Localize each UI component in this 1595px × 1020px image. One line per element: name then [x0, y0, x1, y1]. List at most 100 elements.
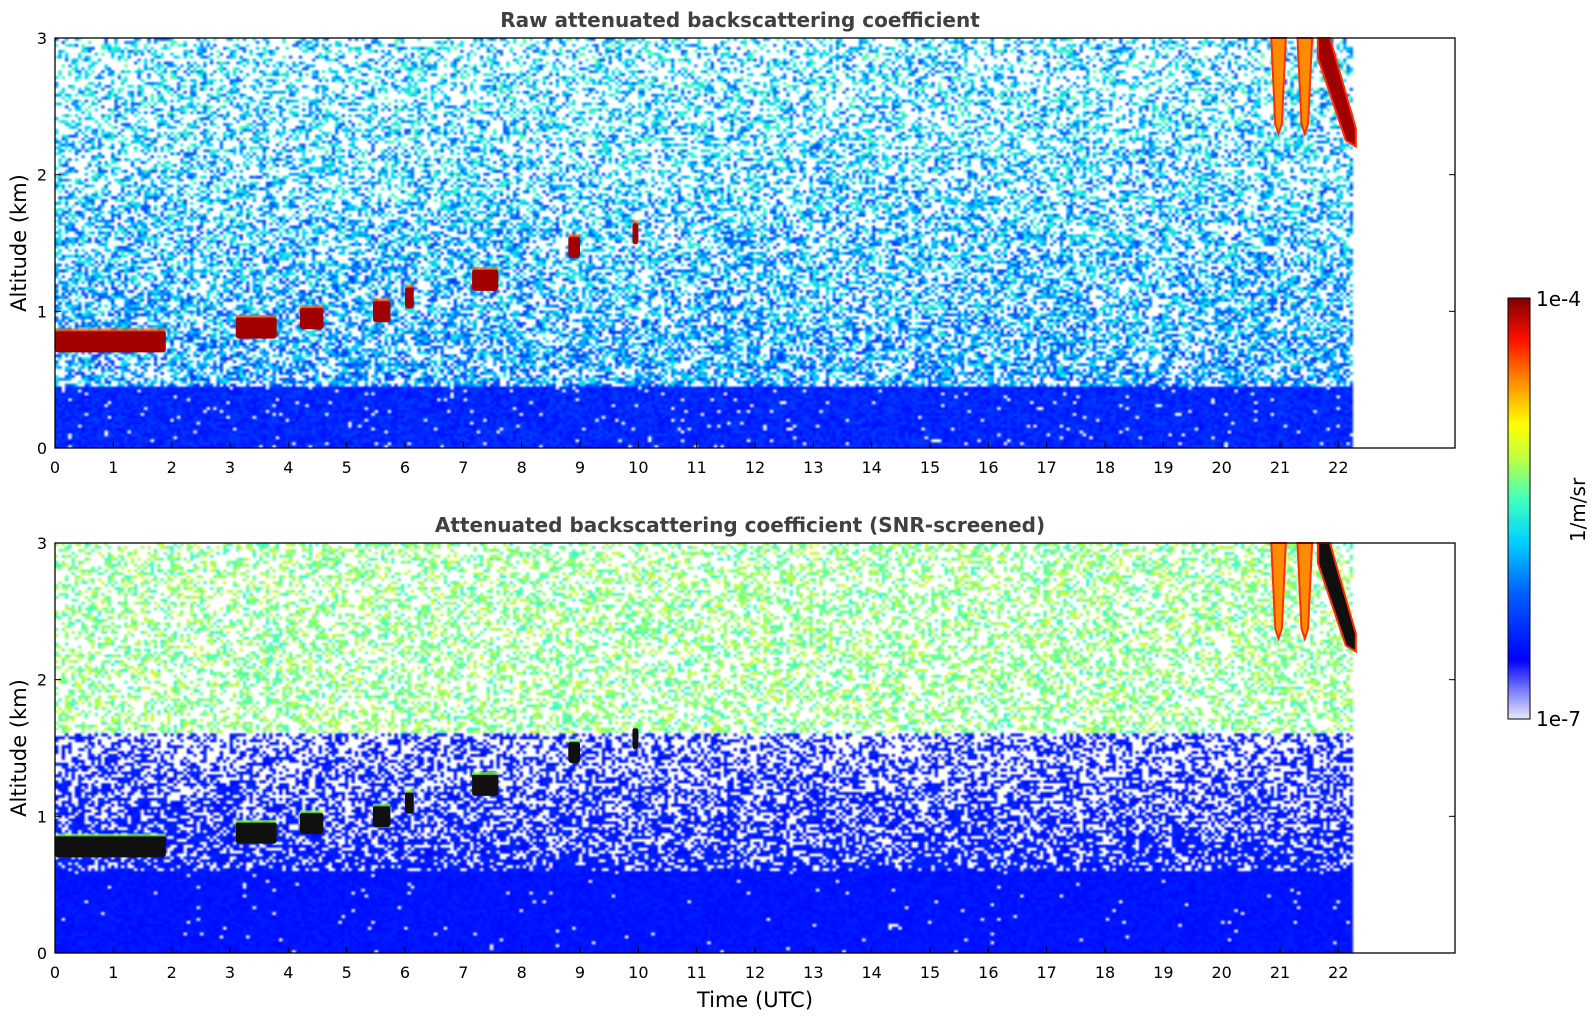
xtick-label: 14	[861, 458, 881, 477]
cloud-layer-1-3	[372, 805, 391, 828]
ytick-label: 0	[37, 944, 47, 963]
cloud-layer-0-0	[55, 330, 166, 353]
cloud-layer-edge-1-7	[632, 725, 639, 729]
cloud-layer-edge-0-0	[55, 328, 166, 332]
colorbar: 1e-4 1e-7 1/m/sr	[1507, 287, 1590, 731]
panel-raw: Raw attenuated backscattering coefficien…	[7, 8, 1456, 477]
cloud-layer-edge-1-5	[472, 771, 499, 775]
xtick-label: 18	[1095, 458, 1115, 477]
panel-screened-heatmap	[55, 542, 1455, 953]
xtick-label: 11	[686, 458, 706, 477]
xtick-label: 6	[400, 458, 410, 477]
cloud-layer-edge-0-4	[405, 284, 414, 288]
cloud-layer-edge-0-3	[372, 298, 391, 302]
xtick-label: 13	[803, 458, 823, 477]
heatmap-texture-1	[55, 543, 1455, 953]
cloud-layer-edge-0-7	[632, 220, 639, 224]
xtick-label: 12	[745, 458, 765, 477]
cloud-layer-0-4	[405, 286, 414, 309]
xtick-label: 19	[1153, 963, 1173, 982]
xtick-label: 0	[50, 963, 60, 982]
xtick-label: 6	[400, 963, 410, 982]
xtick-label: 9	[575, 458, 585, 477]
xtick-label: 17	[1036, 963, 1056, 982]
xtick-label: 5	[342, 963, 352, 982]
xtick-label: 8	[517, 963, 527, 982]
xtick-label: 1	[108, 963, 118, 982]
ytick-label: 3	[37, 534, 47, 553]
cloud-layer-0-7	[632, 222, 639, 245]
xtick-label: 1	[108, 458, 118, 477]
xtick-label: 14	[861, 963, 881, 982]
cloud-layer-1-2	[300, 812, 324, 835]
ytick-label: 3	[37, 29, 47, 48]
ytick-label: 1	[37, 807, 47, 826]
xtick-label: 0	[50, 458, 60, 477]
xtick-label: 13	[803, 963, 823, 982]
ytick-label: 0	[37, 439, 47, 458]
xtick-label: 10	[628, 963, 648, 982]
cloud-layer-edge-0-6	[568, 234, 580, 238]
xtick-label: 11	[686, 963, 706, 982]
panel-raw-ylabel: Altitude (km)	[7, 174, 31, 312]
xtick-label: 2	[167, 963, 177, 982]
xtick-label: 8	[517, 458, 527, 477]
ytick-label: 2	[37, 671, 47, 690]
panel-screened: Attenuated backscattering coefficient (S…	[7, 513, 1456, 1012]
cloud-layer-edge-1-1	[235, 819, 277, 823]
xtick-label: 19	[1153, 458, 1173, 477]
xtick-label: 21	[1270, 963, 1290, 982]
xtick-label: 2	[167, 458, 177, 477]
cloud-layer-edge-1-3	[372, 803, 391, 807]
cloud-layer-1-6	[568, 741, 580, 764]
xtick-label: 5	[342, 458, 352, 477]
xtick-label: 7	[458, 963, 468, 982]
colorbar-unit-label: 1/m/sr	[1566, 477, 1590, 542]
xtick-label: 7	[458, 458, 468, 477]
cloud-layer-1-4	[405, 791, 414, 814]
xtick-label: 4	[283, 963, 293, 982]
cloud-layer-edge-1-2	[300, 810, 324, 814]
ytick-label: 1	[37, 302, 47, 321]
colorbar-min-label: 1e-7	[1536, 707, 1581, 731]
panel-raw-heatmap	[55, 37, 1455, 448]
cloud-layer-edge-0-5	[472, 266, 499, 270]
xtick-label: 22	[1328, 963, 1348, 982]
xtick-label: 16	[978, 963, 998, 982]
heatmap-texture-0	[55, 38, 1455, 448]
panel-screened-title: Attenuated backscattering coefficient (S…	[435, 513, 1045, 537]
cloud-layer-edge-0-1	[235, 314, 277, 318]
cloud-layer-0-6	[568, 236, 580, 259]
cloud-layer-edge-1-6	[568, 739, 580, 743]
cloud-layer-0-1	[235, 316, 277, 339]
cloud-layer-1-5	[472, 773, 499, 796]
ytick-label: 2	[37, 166, 47, 185]
cloud-layer-edge-0-2	[300, 305, 324, 309]
cloud-layer-0-5	[472, 268, 499, 291]
panel-screened-xlabel: Time (UTC)	[696, 988, 813, 1012]
cloud-layer-0-3	[372, 300, 391, 323]
xtick-label: 17	[1036, 458, 1056, 477]
xtick-label: 12	[745, 963, 765, 982]
cloud-layer-1-0	[55, 835, 166, 858]
xtick-label: 16	[978, 458, 998, 477]
cloud-layer-1-7	[632, 727, 639, 750]
xtick-label: 4	[283, 458, 293, 477]
xtick-label: 3	[225, 963, 235, 982]
xtick-label: 3	[225, 458, 235, 477]
cloud-layer-0-2	[300, 307, 324, 330]
panel-screened-ylabel: Altitude (km)	[7, 679, 31, 817]
xtick-label: 21	[1270, 458, 1290, 477]
xtick-label: 15	[920, 458, 940, 477]
xtick-label: 15	[920, 963, 940, 982]
xtick-label: 22	[1328, 458, 1348, 477]
panel-raw-title: Raw attenuated backscattering coefficien…	[500, 8, 980, 32]
cloud-layer-edge-1-4	[405, 789, 414, 793]
cloud-layer-1-1	[235, 821, 277, 844]
xtick-label: 9	[575, 963, 585, 982]
cloud-layer-edge-1-0	[55, 833, 166, 837]
colorbar-max-label: 1e-4	[1536, 287, 1581, 311]
